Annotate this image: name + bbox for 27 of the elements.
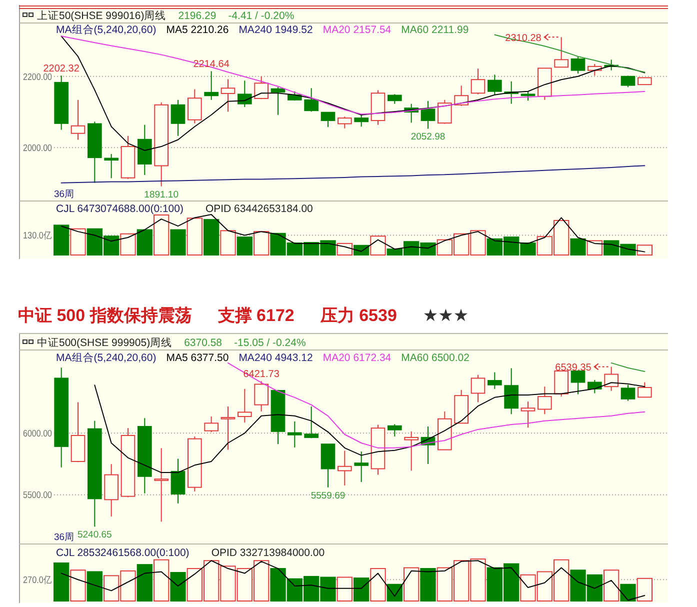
annotation: 36周 [54,189,75,200]
y-tick-label: 270.0亿 [23,575,57,586]
annotation: OPID 63442653184.00 [205,203,314,215]
text: 6370.58 [184,337,222,349]
y-tick-label: 130.0亿 [23,230,57,242]
text: -15.05 / -0.24% [234,337,306,349]
annotation: 5559.69 [310,490,346,502]
annotation: 1891.10 [144,189,179,200]
annotation: CJL 6473074688.00(0:100) [56,203,184,215]
chart-title: 中证 500 指数保持震荡 [18,306,192,325]
y-tick-label: 6000.00 [23,428,58,440]
annotation: CJL 28532461568.00(0:100) [56,547,190,559]
text: 支撑 6172 [216,306,294,325]
text: 2196.29 [178,10,216,22]
legend: MA组合(5,240,20,60) MA5 2210.26 MA240 1949.52 MA20 2157.54 MA60 2211.99 [56,24,469,36]
legend: MA组合(5,240,20,60) MA5 6377.50 MA240 4943.12 MA20 6172.34 MA60 6500.02 [56,352,470,364]
annotation: 5240.65 [77,530,112,541]
y-tick-label: 5500.00 [23,490,58,502]
chart-subtitle: 中证500(SHSE 999905)周线 [37,336,172,349]
chart-title: 上证50(SHSE 999016)周线 [37,9,166,22]
annotation: OPID 332713984000.00 [211,547,325,559]
annotation: 36周 [54,532,75,543]
text: -4.41 / -0.20% [228,10,294,22]
text: 压力 6539 [319,306,397,325]
text: ★★★ [422,306,469,325]
annotation: 2052.98 [410,132,446,143]
y-tick-label: 2000.00 [23,143,58,154]
